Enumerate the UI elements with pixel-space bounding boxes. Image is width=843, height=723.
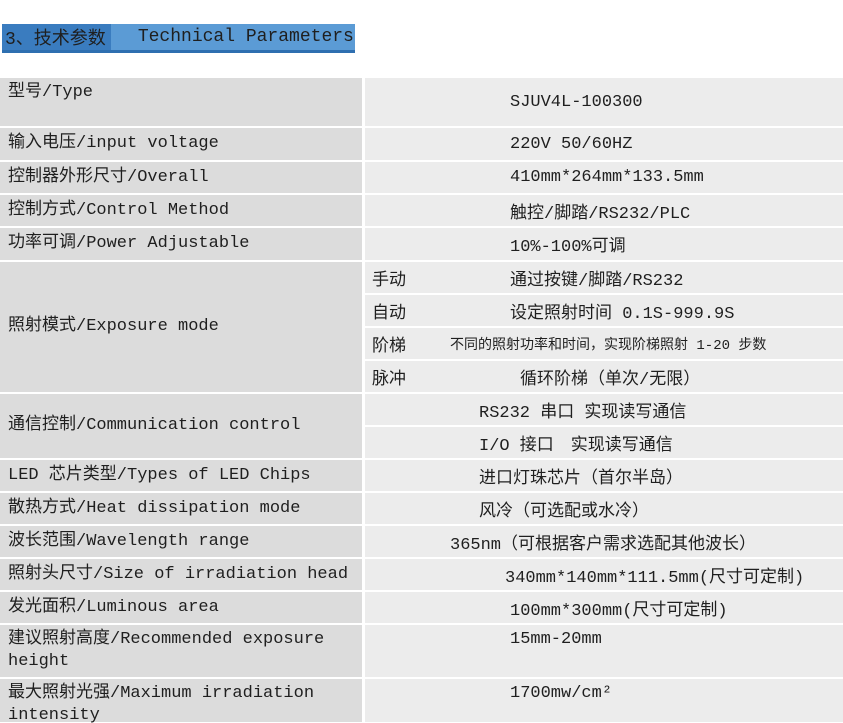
subrow-rs232: RS232 串口 实现读写通信	[365, 394, 843, 427]
row-value: 100mm*300mm(尺寸可定制)	[365, 592, 843, 625]
row-value: 10%-100%可调	[365, 228, 843, 262]
row-luminous-area: 发光面积/Luminous area 100mm*300mm(尺寸可定制)	[0, 592, 843, 625]
subrow-value: 设定照射时间 0.1S-999.9S	[510, 304, 735, 324]
row-exposure-height: 建议照射高度/Recommended exposure height 15mm-…	[0, 625, 843, 679]
subrow-mode-label: 手动	[372, 271, 406, 291]
row-value: 进口灯珠芯片（首尔半岛）	[365, 460, 843, 493]
row-label: 波长范围/Wavelength range	[0, 526, 365, 559]
subrow-pulse: 脉冲 循环阶梯（单次/无限）	[365, 361, 843, 394]
row-label: 通信控制/Communication control	[0, 394, 365, 460]
subrow-value: RS232 串口 实现读写通信	[479, 403, 687, 423]
row-irradiation-head-size: 照射头尺寸/Size of irradiation head 340mm*140…	[0, 559, 843, 592]
row-led-chips: LED 芯片类型/Types of LED Chips 进口灯珠芯片（首尔半岛）	[0, 460, 843, 493]
row-label: 最大照射光强/Maximum irradiation intensity	[0, 679, 365, 723]
subrow-mode-label: 阶梯	[372, 337, 406, 357]
subrow-step: 阶梯 不同的照射功率和时间，实现阶梯照射 1-20 步数	[365, 328, 843, 361]
subrow-mode-label: 自动	[372, 304, 406, 324]
row-value: 365nm（可根据客户需求选配其他波长）	[365, 526, 843, 559]
section-title-en: Technical Parameters	[110, 24, 355, 50]
communication-subrows: RS232 串口 实现读写通信 I/O 接口 实现读写通信	[365, 394, 843, 460]
row-overall-size: 控制器外形尺寸/Overall 410mm*264mm*133.5mm	[0, 162, 843, 195]
row-value: 15mm-20mm	[365, 625, 843, 679]
row-heat-dissipation: 散热方式/Heat dissipation mode 风冷（可选配或水冷）	[0, 493, 843, 526]
row-power-adjustable: 功率可调/Power Adjustable 10%-100%可调	[0, 228, 843, 262]
section-title-zh: 3、技术参数	[2, 24, 111, 50]
row-value: 340mm*140mm*111.5mm(尺寸可定制)	[365, 559, 843, 592]
row-label: 型号/Type	[0, 78, 365, 128]
section-header-highlight: 3、技术参数 Technical Parameters	[2, 24, 355, 53]
row-label: 控制器外形尺寸/Overall	[0, 162, 365, 195]
row-label: 输入电压/input voltage	[0, 128, 365, 162]
subrow-mode-label: 脉冲	[372, 370, 406, 390]
exposure-mode-subrows: 手动 通过按键/脚踏/RS232 自动 设定照射时间 0.1S-999.9S 阶…	[365, 262, 843, 394]
row-max-intensity: 最大照射光强/Maximum irradiation intensity 170…	[0, 679, 843, 723]
subrow-value: 通过按键/脚踏/RS232	[510, 271, 684, 291]
row-label: 发光面积/Luminous area	[0, 592, 365, 625]
row-value: 1700mw/cm²	[365, 679, 843, 723]
row-label: 控制方式/Control Method	[0, 195, 365, 228]
row-label: 照射模式/Exposure mode	[0, 262, 365, 394]
subrow-value: 循环阶梯（单次/无限）	[520, 370, 701, 390]
row-label: 照射头尺寸/Size of irradiation head	[0, 559, 365, 592]
row-input-voltage: 输入电压/input voltage 220V 50/60HZ	[0, 128, 843, 162]
technical-parameters-table: 型号/Type SJUV4L-100300 输入电压/input voltage…	[0, 78, 843, 723]
row-label: 散热方式/Heat dissipation mode	[0, 493, 365, 526]
row-label: 功率可调/Power Adjustable	[0, 228, 365, 262]
subrow-value: 不同的照射功率和时间，实现阶梯照射 1-20 步数	[450, 337, 767, 354]
row-value: SJUV4L-100300	[365, 78, 843, 128]
subrow-auto: 自动 设定照射时间 0.1S-999.9S	[365, 295, 843, 328]
row-wavelength-range: 波长范围/Wavelength range 365nm（可根据客户需求选配其他波…	[0, 526, 843, 559]
subrow-value: I/O 接口 实现读写通信	[479, 436, 673, 456]
row-control-method: 控制方式/Control Method 触控/脚踏/RS232/PLC	[0, 195, 843, 228]
row-communication-control: 通信控制/Communication control RS232 串口 实现读写…	[0, 394, 843, 460]
subrow-manual: 手动 通过按键/脚踏/RS232	[365, 262, 843, 295]
section-header: 3、技术参数 Technical Parameters	[0, 0, 843, 53]
row-exposure-mode: 照射模式/Exposure mode 手动 通过按键/脚踏/RS232 自动 设…	[0, 262, 843, 394]
row-value: 触控/脚踏/RS232/PLC	[365, 195, 843, 228]
subrow-io: I/O 接口 实现读写通信	[365, 427, 843, 460]
row-value: 410mm*264mm*133.5mm	[365, 162, 843, 195]
row-value: 风冷（可选配或水冷）	[365, 493, 843, 526]
row-model: 型号/Type SJUV4L-100300	[0, 78, 843, 128]
row-label: 建议照射高度/Recommended exposure height	[0, 625, 365, 679]
row-value: 220V 50/60HZ	[365, 128, 843, 162]
row-label: LED 芯片类型/Types of LED Chips	[0, 460, 365, 493]
